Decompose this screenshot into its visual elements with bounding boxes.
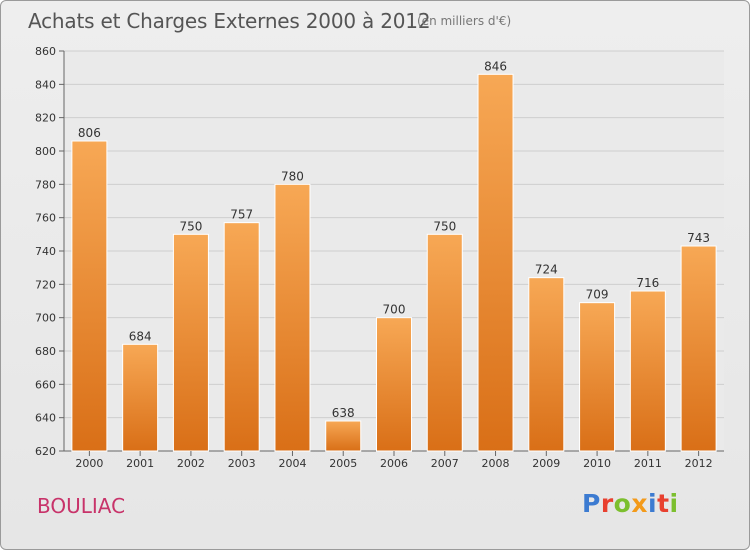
y-tick-label: 620 xyxy=(35,445,56,458)
y-tick-label: 660 xyxy=(35,378,56,391)
data-label: 709 xyxy=(586,288,609,302)
proxiti-logo: Proxiti xyxy=(582,489,679,518)
data-label: 743 xyxy=(687,231,710,245)
bar xyxy=(325,420,362,452)
logo-letter: o xyxy=(613,489,632,518)
bar xyxy=(477,73,514,452)
data-label: 750 xyxy=(179,219,202,233)
y-tick-label: 700 xyxy=(35,312,56,325)
bar xyxy=(528,277,565,452)
bar xyxy=(629,290,666,452)
x-tick-label: 2004 xyxy=(278,457,306,470)
x-tick-label: 2000 xyxy=(75,457,103,470)
y-tick-label: 820 xyxy=(35,112,56,125)
data-label: 700 xyxy=(383,303,406,317)
y-tick-label: 720 xyxy=(35,278,56,291)
y-tick-label: 800 xyxy=(35,145,56,158)
x-tick-label: 2006 xyxy=(380,457,408,470)
data-label: 757 xyxy=(230,208,253,222)
data-label: 638 xyxy=(332,406,355,420)
x-tick-label: 2011 xyxy=(634,457,662,470)
data-label: 716 xyxy=(636,276,659,290)
bar xyxy=(579,302,616,452)
data-label: 750 xyxy=(433,219,456,233)
y-tick-label: 740 xyxy=(35,245,56,258)
commune-name: BOULIAC xyxy=(37,494,126,518)
bar xyxy=(71,140,108,452)
chart-unit-note: (en milliers d'€) xyxy=(417,14,512,28)
x-tick-label: 2009 xyxy=(532,457,560,470)
logo-letter: x xyxy=(631,489,648,518)
x-tick-label: 2010 xyxy=(583,457,611,470)
logo-letter: i xyxy=(669,489,679,518)
bar xyxy=(274,183,311,452)
logo-letter: t xyxy=(657,489,670,518)
y-tick-label: 780 xyxy=(35,178,56,191)
x-tick-label: 2002 xyxy=(177,457,205,470)
x-tick-label: 2001 xyxy=(126,457,154,470)
data-label: 806 xyxy=(78,126,101,140)
x-tick-label: 2005 xyxy=(329,457,357,470)
data-label: 780 xyxy=(281,169,304,183)
x-tick-label: 2003 xyxy=(228,457,256,470)
bar xyxy=(376,317,412,452)
logo-letter: P xyxy=(582,489,601,518)
bar xyxy=(172,233,209,452)
y-tick-label: 640 xyxy=(35,412,56,425)
y-tick-label: 760 xyxy=(35,212,56,225)
y-tick-label: 840 xyxy=(35,78,56,91)
bar xyxy=(426,233,463,452)
x-tick-label: 2008 xyxy=(482,457,510,470)
data-label: 684 xyxy=(129,329,152,343)
bar xyxy=(680,245,717,452)
data-label: 724 xyxy=(535,263,558,277)
logo-letter: i xyxy=(648,489,658,518)
x-tick-label: 2007 xyxy=(431,457,459,470)
bar xyxy=(122,343,159,452)
y-tick-label: 860 xyxy=(35,45,56,58)
y-tick-label: 680 xyxy=(35,345,56,358)
x-tick-label: 2012 xyxy=(685,457,713,470)
data-label: 846 xyxy=(484,59,507,73)
chart-title: Achats et Charges Externes 2000 à 2012 xyxy=(28,9,431,33)
logo-letter: r xyxy=(600,489,614,518)
bar xyxy=(223,222,260,452)
